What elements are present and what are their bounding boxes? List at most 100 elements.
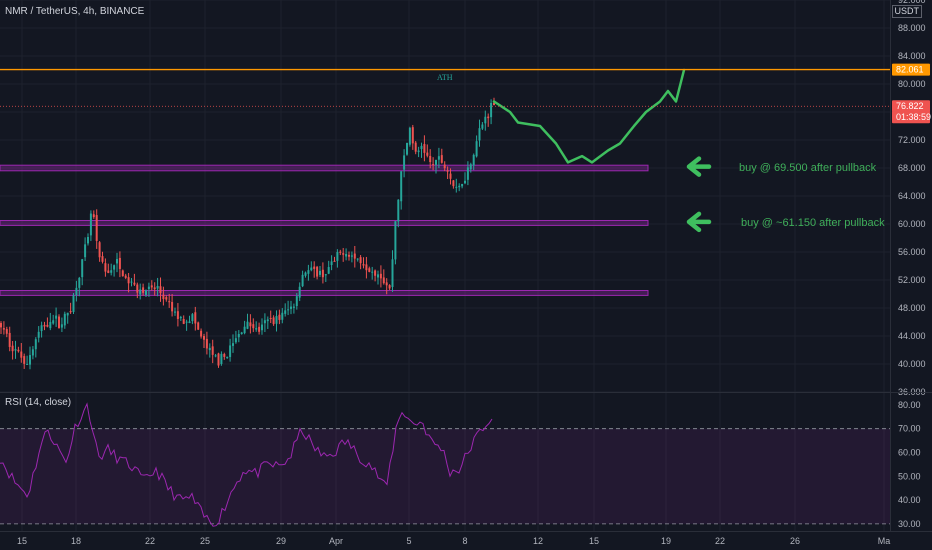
candle-body xyxy=(75,287,78,296)
candle-body xyxy=(84,244,87,258)
candle-body xyxy=(8,332,11,347)
candle-body xyxy=(165,297,168,300)
candle-body xyxy=(342,253,345,255)
candle-body xyxy=(481,124,484,129)
candle-body xyxy=(179,316,182,319)
candle-body xyxy=(400,171,403,202)
candle-body xyxy=(446,170,449,172)
candle-body xyxy=(34,339,37,350)
price-tick-label: 88.000 xyxy=(898,23,926,33)
candle-body xyxy=(403,155,406,170)
candle-body xyxy=(472,154,475,166)
candle-body xyxy=(435,159,437,165)
candle-body xyxy=(263,320,266,324)
candle-body xyxy=(101,256,104,262)
time-tick-label: 26 xyxy=(790,536,800,546)
rsi-tick-label: 50.00 xyxy=(898,471,921,481)
candle-body xyxy=(20,351,23,358)
candle-body xyxy=(150,285,153,288)
time-tick-label: 18 xyxy=(71,536,81,546)
time-tick-label: 15 xyxy=(17,536,27,546)
candle-body xyxy=(379,273,382,279)
candle-body xyxy=(406,142,408,155)
support-zone xyxy=(0,164,649,172)
candle-body xyxy=(374,270,377,276)
left-arrow-icon xyxy=(686,211,712,233)
time-tick-label: 15 xyxy=(589,536,599,546)
price-tick-label: 72.000 xyxy=(898,135,926,145)
rsi-line xyxy=(0,402,493,527)
price-tick-label: 80.000 xyxy=(898,79,926,89)
candle-body xyxy=(197,322,200,330)
candle-body xyxy=(385,282,388,286)
candle-body xyxy=(208,347,211,351)
price-tick-label: 84.000 xyxy=(898,51,926,61)
candle-body xyxy=(269,317,272,319)
candle-body xyxy=(118,257,121,269)
candle-body xyxy=(266,319,269,322)
candle-body xyxy=(147,286,150,290)
candle-body xyxy=(484,116,487,124)
candle-body xyxy=(321,269,324,278)
candle-body xyxy=(382,277,385,284)
candle-body xyxy=(72,295,75,312)
candle-body xyxy=(307,270,310,274)
buy-annotation-1: buy @ 69.500 after pullback xyxy=(739,162,877,174)
candle-body xyxy=(110,270,113,273)
ath-price-tag-bg xyxy=(892,63,930,76)
projection-path xyxy=(492,68,686,164)
candle-body xyxy=(145,290,147,295)
candle-body xyxy=(324,274,327,276)
candle-body xyxy=(211,346,214,355)
candle-body xyxy=(359,257,362,264)
candle-body xyxy=(113,265,116,270)
candle-body xyxy=(200,330,203,337)
candle-body xyxy=(133,282,136,285)
candle-body xyxy=(461,183,464,187)
candle-body xyxy=(487,116,490,119)
candle-body xyxy=(411,127,414,144)
candle-body xyxy=(330,261,333,266)
time-tick-label: Apr xyxy=(329,536,343,546)
candle-body xyxy=(95,215,98,241)
price-tick-label: 40.000 xyxy=(898,359,926,369)
candle-body xyxy=(194,312,197,324)
candle-body xyxy=(316,266,319,277)
candle-body xyxy=(176,311,179,319)
candle-body xyxy=(353,253,356,259)
candle-body xyxy=(214,355,217,357)
time-tick-label: 5 xyxy=(406,536,411,546)
candle-body xyxy=(336,251,339,261)
candle-body xyxy=(350,255,353,257)
rsi-plot xyxy=(0,402,890,527)
candle-body xyxy=(388,285,391,289)
current-price-tag-bg xyxy=(892,100,930,113)
candle-body xyxy=(203,336,205,340)
candle-body xyxy=(258,326,261,332)
candle-body xyxy=(31,349,34,356)
candle-body xyxy=(368,268,371,272)
rsi-tick-label: 40.00 xyxy=(898,495,921,505)
candle-body xyxy=(89,213,92,236)
price-tick-label: 52.000 xyxy=(898,275,926,285)
time-tick-label: 8 xyxy=(462,536,467,546)
candle-body xyxy=(391,259,394,288)
candle-body xyxy=(127,277,130,284)
candle-body xyxy=(397,199,400,222)
candle-body xyxy=(284,310,287,314)
candle-body xyxy=(223,354,226,357)
candle-body xyxy=(55,315,58,319)
candle-body xyxy=(414,142,417,152)
candle-body xyxy=(333,260,336,262)
candle-body xyxy=(66,312,69,316)
candle-body xyxy=(229,345,232,358)
candle-body xyxy=(449,173,452,179)
candle-body xyxy=(191,314,194,322)
candle-body xyxy=(249,322,252,327)
time-tick-label: 19 xyxy=(661,536,671,546)
candle-body xyxy=(240,332,243,335)
current-price-tag: 76.822 xyxy=(896,101,924,111)
candle-body xyxy=(246,321,249,329)
